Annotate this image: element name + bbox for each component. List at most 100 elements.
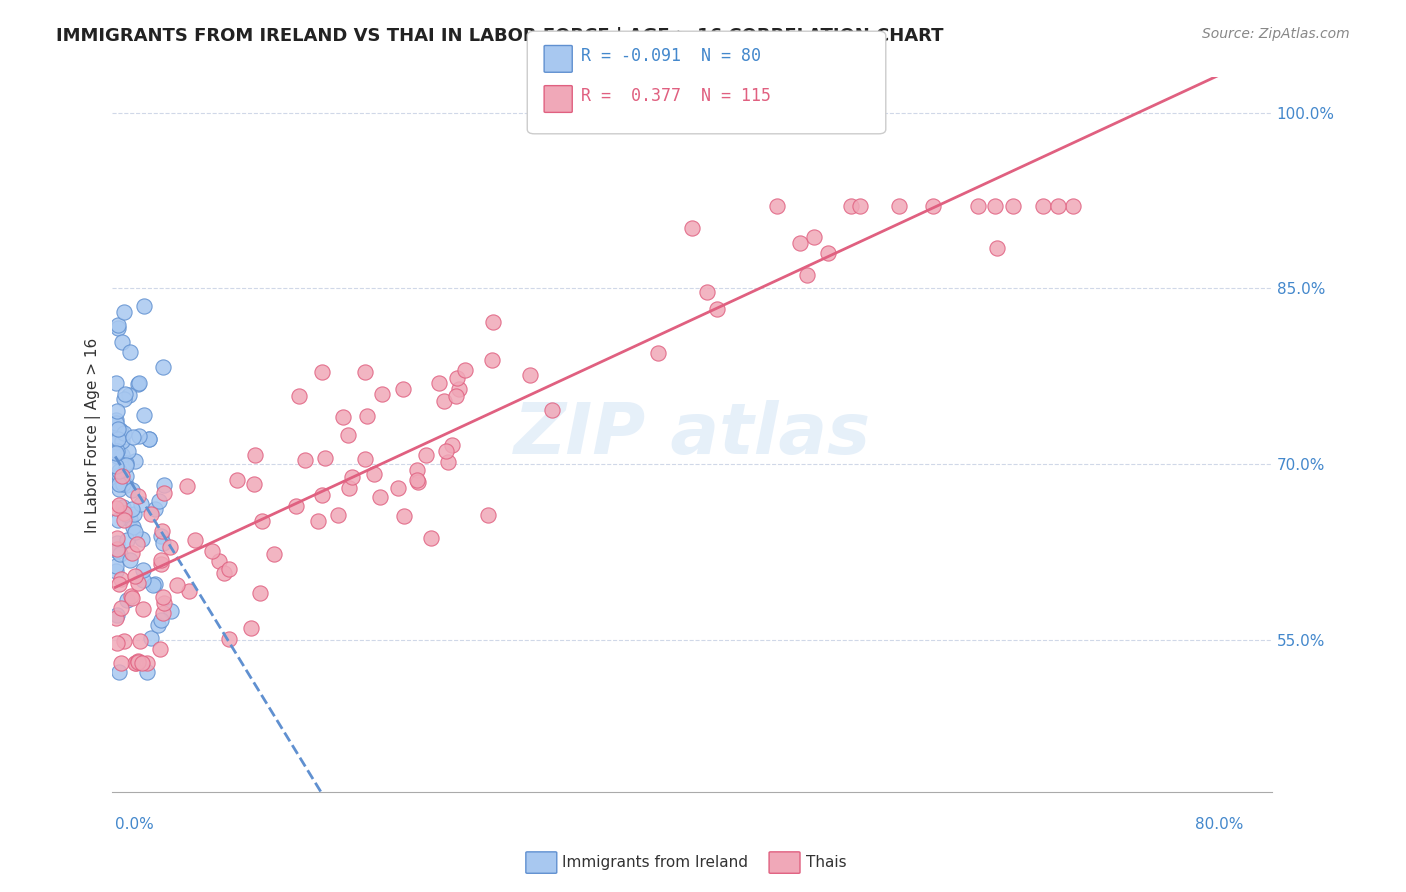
Point xyxy=(142,578,165,592)
Point xyxy=(249,586,271,600)
Point xyxy=(115,456,138,470)
Point xyxy=(1002,199,1025,213)
Point xyxy=(406,474,429,488)
Point xyxy=(436,455,458,469)
Point xyxy=(706,302,728,317)
Point xyxy=(115,592,138,607)
Point xyxy=(131,573,153,587)
Point xyxy=(105,444,128,458)
Point xyxy=(125,537,148,551)
Point xyxy=(243,448,266,462)
Point xyxy=(311,488,333,502)
Point xyxy=(108,547,131,561)
Point xyxy=(112,506,135,520)
Point xyxy=(415,448,437,462)
Point xyxy=(127,575,149,590)
Point xyxy=(153,477,176,491)
Point xyxy=(420,531,443,545)
Point xyxy=(104,435,127,450)
Point xyxy=(208,554,231,568)
Point xyxy=(104,559,127,574)
Text: ZIP atlas: ZIP atlas xyxy=(513,401,870,469)
Point xyxy=(201,544,224,558)
Point xyxy=(354,452,377,467)
Point xyxy=(131,533,153,547)
Point xyxy=(108,482,131,496)
Point xyxy=(433,393,456,408)
Point xyxy=(120,589,142,603)
Point xyxy=(453,363,475,377)
Point xyxy=(519,368,541,382)
Point xyxy=(110,448,132,462)
Point xyxy=(150,529,173,543)
Point xyxy=(541,402,564,417)
Point xyxy=(796,268,818,283)
Point xyxy=(114,469,136,483)
Point xyxy=(159,541,181,555)
Point xyxy=(337,481,360,495)
Point xyxy=(105,543,128,558)
Point xyxy=(121,502,143,516)
Point xyxy=(104,416,127,430)
Point xyxy=(150,557,173,571)
Point xyxy=(112,513,135,527)
Point xyxy=(117,533,139,547)
Point xyxy=(252,514,274,528)
Point xyxy=(294,453,316,467)
Point xyxy=(984,199,1007,213)
Point xyxy=(118,388,141,402)
Point xyxy=(143,502,166,516)
Point xyxy=(108,498,131,512)
Point xyxy=(392,508,415,523)
Text: R = -0.091  N = 80: R = -0.091 N = 80 xyxy=(581,47,761,65)
Point xyxy=(121,546,143,560)
Point xyxy=(214,566,236,581)
Point xyxy=(148,494,170,508)
Point xyxy=(107,449,129,463)
Text: 0.0%: 0.0% xyxy=(115,817,155,832)
Y-axis label: In Labor Force | Age > 16: In Labor Force | Age > 16 xyxy=(86,337,101,533)
Point xyxy=(336,428,359,442)
Point xyxy=(108,665,131,679)
Point xyxy=(176,478,198,492)
Point xyxy=(135,665,157,679)
Point xyxy=(111,476,134,491)
Point xyxy=(307,514,329,528)
Point xyxy=(288,389,311,403)
Point xyxy=(129,496,152,510)
Point xyxy=(179,583,201,598)
Point xyxy=(112,392,135,406)
Point xyxy=(107,422,129,436)
Point xyxy=(153,596,176,610)
Point xyxy=(354,365,377,379)
Point xyxy=(114,507,136,521)
Point xyxy=(129,634,152,648)
Point xyxy=(696,285,718,299)
Point xyxy=(107,318,129,332)
Point xyxy=(131,657,153,671)
Text: Source: ZipAtlas.com: Source: ZipAtlas.com xyxy=(1202,27,1350,41)
Point xyxy=(434,444,457,458)
Point xyxy=(114,387,136,401)
Point xyxy=(285,499,308,513)
Point xyxy=(138,432,160,446)
Point xyxy=(128,376,150,391)
Point xyxy=(105,564,128,578)
Point xyxy=(124,657,146,671)
Point xyxy=(107,513,129,527)
Point xyxy=(131,563,153,577)
Point xyxy=(107,321,129,335)
Point xyxy=(124,454,146,468)
Point xyxy=(681,221,703,235)
Point xyxy=(105,404,128,418)
Point xyxy=(128,428,150,442)
Point xyxy=(392,382,415,396)
Point xyxy=(108,576,131,591)
Point xyxy=(120,512,142,526)
Point xyxy=(441,438,464,452)
Point xyxy=(152,485,174,500)
Point xyxy=(647,345,669,359)
Point xyxy=(149,641,172,656)
Point xyxy=(127,654,149,668)
Point xyxy=(125,657,148,671)
